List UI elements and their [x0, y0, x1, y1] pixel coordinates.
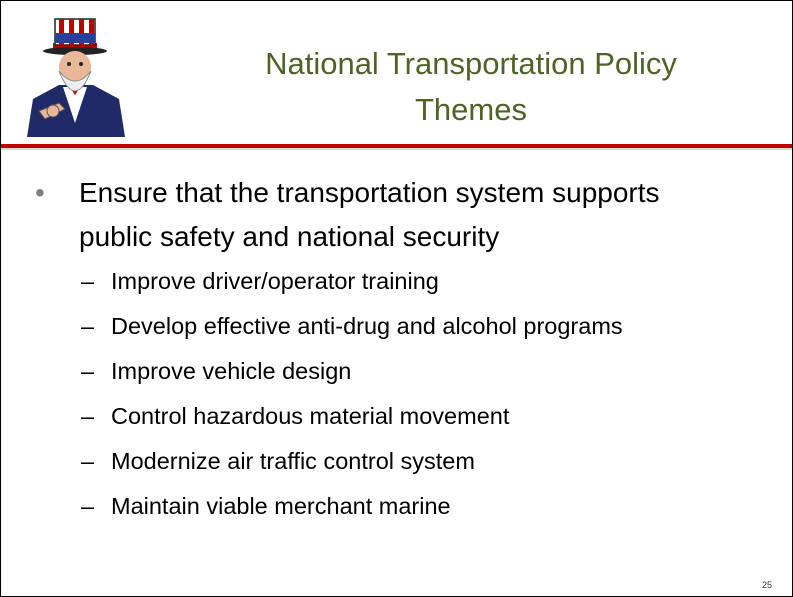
sub-bullet-text: Improve vehicle design [111, 358, 351, 384]
sub-bullet-text: Control hazardous material movement [111, 403, 509, 429]
dash-marker: – [81, 394, 94, 439]
slide: National Transportation Policy Themes • E… [0, 0, 793, 597]
title-line: National Transportation Policy [181, 41, 761, 87]
sub-bullet-text: Maintain viable merchant marine [111, 493, 451, 519]
bullet-list: • Ensure that the transportation system s… [35, 171, 775, 529]
title-line: Themes [181, 87, 761, 133]
uncle-sam-image [19, 15, 131, 137]
dash-marker: – [81, 259, 94, 304]
sub-bullet-text: Develop effective anti-drug and alcohol … [111, 313, 623, 339]
sub-bullet: –Improve vehicle design [35, 349, 775, 394]
sub-bullet-text: Modernize air traffic control system [111, 448, 475, 474]
sub-bullet: –Modernize air traffic control system [35, 439, 775, 484]
sub-bullet: –Control hazardous material movement [35, 394, 775, 439]
sub-bullet: –Improve driver/operator training [35, 259, 775, 304]
bullet-text: Ensure that the transportation system su… [79, 177, 660, 252]
sub-bullet: –Maintain viable merchant marine [35, 484, 775, 529]
dash-marker: – [81, 439, 94, 484]
title-rule-shadow [1, 148, 792, 150]
bullet-item: • Ensure that the transportation system s… [35, 171, 729, 259]
page-number: 25 [762, 580, 772, 590]
dash-marker: – [81, 484, 94, 529]
bullet-marker: • [35, 171, 45, 215]
slide-title: National Transportation Policy Themes [181, 41, 761, 133]
sub-bullet-text: Improve driver/operator training [111, 268, 439, 294]
dash-marker: – [81, 349, 94, 394]
sub-bullet: –Develop effective anti-drug and alcohol… [35, 304, 775, 349]
dash-marker: – [81, 304, 94, 349]
